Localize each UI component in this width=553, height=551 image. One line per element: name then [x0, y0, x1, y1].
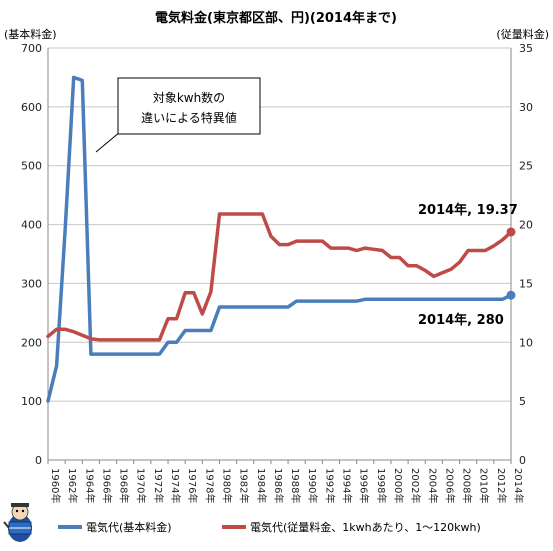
x-tick-label: 2010年: [478, 468, 491, 503]
callout-pointer: [95, 131, 121, 153]
callout-line-2: 違いによる特異値: [141, 110, 237, 125]
y-tick-right: 30: [519, 101, 533, 114]
x-tick-label: 2000年: [392, 468, 405, 503]
x-tick-label: 1984年: [255, 468, 268, 503]
x-tick-label: 1994年: [341, 468, 354, 503]
right-axis-caption: (従量料金): [496, 27, 549, 41]
gridlines: [48, 47, 511, 402]
x-tick-label: 2012年: [495, 468, 508, 503]
x-tick-label: 1978年: [203, 468, 216, 503]
left-axis-caption: (基本料金): [4, 27, 57, 41]
y-tick-right: 25: [519, 160, 533, 173]
y-tick-left: 300: [21, 277, 42, 290]
y-tick-right: 10: [519, 336, 533, 349]
x-tick-label: 1998年: [375, 468, 388, 503]
x-tick-label: 1966年: [100, 468, 113, 503]
series-end-point-usage: [506, 227, 516, 237]
x-tick-label: 1968年: [118, 468, 131, 503]
y-tick-left: 500: [21, 160, 42, 173]
y-tick-left: 100: [21, 395, 42, 408]
y-tick-left: 400: [21, 219, 42, 232]
x-tick-label: 1970年: [135, 468, 148, 503]
x-tick-label: 1960年: [49, 468, 62, 503]
right-y-ticks: 0 5 10 15 20 25 30 35: [519, 42, 533, 467]
x-tick-label: 1986年: [272, 468, 285, 503]
x-tick-label: 2004年: [426, 468, 439, 503]
x-tick-label: 1964年: [83, 468, 96, 503]
blue-end-label: 2014年, 280: [418, 312, 504, 328]
x-ticks: 1960年 1962年 1964年 1966年 1968年 1970年 1972年 1974年…: [47, 460, 525, 503]
legend-label-usage: 電気代(従量料金、1kwhあたり、1〜120kwh): [250, 520, 481, 534]
y-tick-left: 200: [21, 336, 42, 349]
series-line-basic: [46, 75, 513, 403]
x-tick-label: 1980年: [220, 468, 233, 503]
legend: 電気代(基本料金) 電気代(従量料金、1kwhあたり、1〜120kwh): [58, 520, 481, 534]
y-tick-right: 5: [519, 395, 526, 408]
x-tick-label: 2008年: [461, 468, 474, 503]
axes: [47, 48, 512, 461]
series-layer: [46, 75, 516, 403]
chart-title: 電気料金(東京都区部、円)(2014年まで): [155, 10, 397, 26]
x-tick-label: 1974年: [169, 468, 182, 503]
x-tick-label: 1988年: [289, 468, 302, 503]
x-tick-label: 1976年: [186, 468, 199, 503]
x-tick-label: 1962年: [66, 468, 79, 503]
series-line-usage: [46, 212, 513, 342]
callout-box: [117, 77, 261, 135]
y-tick-left: 0: [35, 454, 42, 467]
y-tick-left: 700: [21, 42, 42, 55]
series-end-point-basic: [506, 290, 516, 300]
y-tick-right: 15: [519, 277, 533, 290]
y-tick-left: 600: [21, 101, 42, 114]
x-tick-label: 1982年: [238, 468, 251, 503]
x-tick-label: 1992年: [323, 468, 336, 503]
x-tick-label: 2014年: [512, 468, 525, 503]
legend-label-basic: 電気代(基本料金): [86, 520, 172, 534]
x-tick-label: 2006年: [443, 468, 456, 503]
callout-line-1: 対象kwh数の: [153, 90, 225, 105]
y-tick-right: 20: [519, 219, 533, 232]
left-y-ticks: 0 100 200 300 400 500 600 700: [21, 42, 42, 467]
x-tick-label: 2002年: [409, 468, 422, 503]
red-end-label: 2014年, 19.37: [418, 202, 518, 218]
mascot-illustration: [3, 503, 32, 542]
x-tick-label: 1996年: [358, 468, 371, 503]
x-tick-label: 1990年: [306, 468, 319, 503]
x-tick-label: 1972年: [152, 468, 165, 503]
y-tick-right: 0: [519, 454, 526, 467]
callout: 対象kwh数の 違いによる特異値: [95, 77, 261, 153]
y-tick-right: 35: [519, 42, 533, 55]
